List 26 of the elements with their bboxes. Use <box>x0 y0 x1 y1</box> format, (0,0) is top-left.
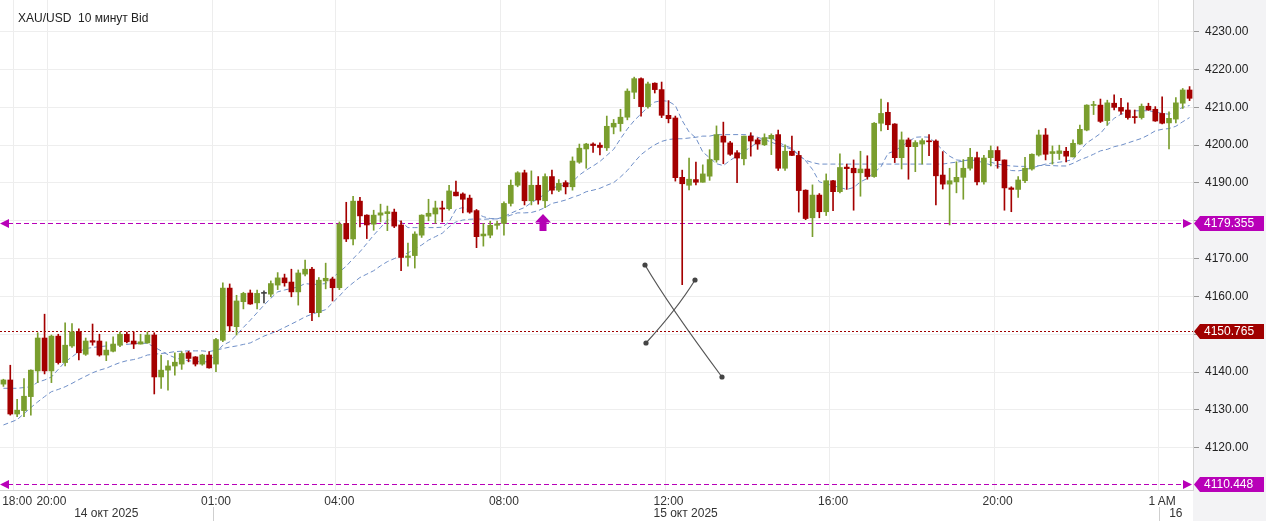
text: 16 <box>1169 506 1183 521</box>
x-tick-label: 20:00 <box>36 493 67 508</box>
x-tick-label: 16:00 <box>818 493 849 508</box>
y-tick-label: 4160.00 <box>1205 288 1249 303</box>
y-tick-label: 4190.00 <box>1205 175 1249 190</box>
ref-line-label: 4150.765 <box>1204 324 1255 339</box>
x-tick-label: 08:00 <box>488 493 520 508</box>
text: XAU/USD 10 минут Bid <box>18 11 149 25</box>
y-tick-label: 4130.00 <box>1205 402 1249 417</box>
y-tick-label: 4170.00 <box>1205 250 1249 265</box>
y-tick-label: 4220.00 <box>1205 61 1249 76</box>
x-tick-label: 1 AM <box>1148 493 1176 508</box>
ref-line-label: 4110.448 <box>1204 477 1254 492</box>
x-tick-label: 20:00 <box>982 493 1013 508</box>
y-tick-label: 4210.00 <box>1205 99 1249 114</box>
x-tick-label: 01:00 <box>200 493 232 508</box>
x-tick-label: 12:00 <box>653 493 684 508</box>
text: 14 окт 2025 <box>74 506 139 521</box>
y-tick-label: 4230.00 <box>1205 24 1249 39</box>
text: 15 окт 2025 <box>653 506 719 521</box>
y-tick-label: 4140.00 <box>1205 364 1249 379</box>
x-tick-label: 18:00 <box>2 493 33 508</box>
ref-line-label: 4179.355 <box>1204 216 1255 231</box>
y-tick-label: 4120.00 <box>1205 439 1249 454</box>
y-tick-label: 4200.00 <box>1205 137 1249 152</box>
x-tick-label: 04:00 <box>324 493 355 508</box>
